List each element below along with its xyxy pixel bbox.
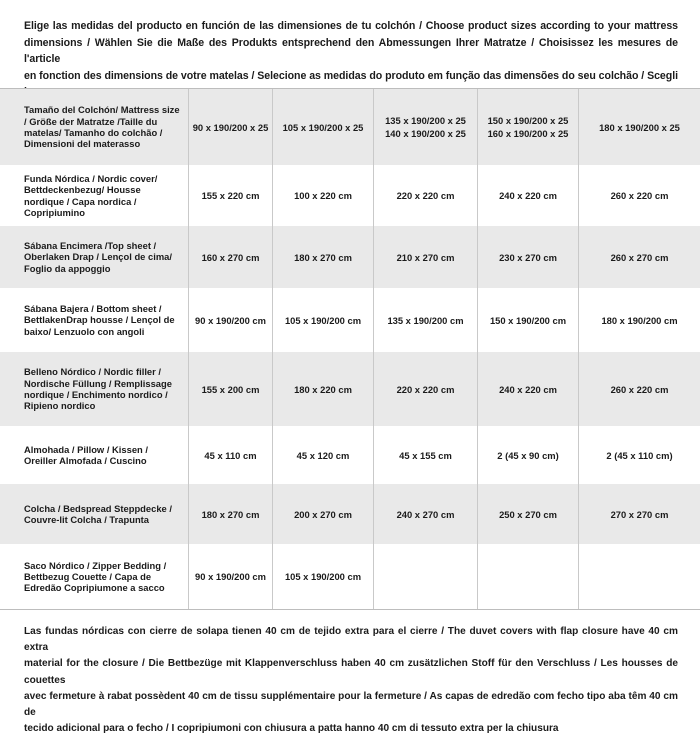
row-cell: 2 (45 x 110 cm): [578, 426, 700, 484]
row-label: Belleno Nórdico / Nordic filler / Nordis…: [24, 366, 172, 412]
row-cell: 90 x 190/200 cm: [188, 288, 272, 352]
intro-line-2: dimensions / Wählen Sie die Maße des Pro…: [24, 36, 678, 66]
row-cell: 155 x 200 cm: [188, 352, 272, 426]
row-cell: 180 x 270 cm: [188, 484, 272, 544]
row-cell: 45 x 155 cm: [373, 426, 477, 484]
row-label: Sábana Bajera / Bottom sheet / Bettlaken…: [24, 303, 175, 337]
row-cell: 180 x 270 cm: [272, 226, 373, 288]
table-row: Sábana Encimera /Top sheet / Oberlaken D…: [0, 226, 700, 288]
row-cell: 260 x 270 cm: [578, 226, 700, 288]
header-col-3: 135 x 190/200 x 25 140 x 190/200 x 25: [373, 89, 477, 165]
row-cell: 230 x 270 cm: [477, 226, 578, 288]
row-cell: 160 x 270 cm: [188, 226, 272, 288]
table-row: Colcha / Bedspread Steppdecke / Couvre-l…: [0, 484, 700, 544]
header-col-4-line-2: 160 x 190/200 x 25: [487, 128, 569, 139]
row-cell: 90 x 190/200 cm: [188, 544, 272, 609]
size-table: Tamaño del Colchón/ Mattress size / Größ…: [0, 88, 700, 610]
row-cell: 180 x 190/200 cm: [578, 288, 700, 352]
row-cell: [477, 544, 578, 609]
row-cell: 2 (45 x 90 cm): [477, 426, 578, 484]
row-cell: 105 x 190/200 cm: [272, 544, 373, 609]
row-cell: 250 x 270 cm: [477, 484, 578, 544]
row-cell: 240 x 270 cm: [373, 484, 477, 544]
row-cell: [578, 544, 700, 609]
header-col-4: 150 x 190/200 x 25 160 x 190/200 x 25: [477, 89, 578, 165]
row-cell: 155 x 220 cm: [188, 165, 272, 226]
row-cell: 200 x 270 cm: [272, 484, 373, 544]
table-row: Belleno Nórdico / Nordic filler / Nordis…: [0, 352, 700, 426]
row-cell: 150 x 190/200 cm: [477, 288, 578, 352]
table-header-row: Tamaño del Colchón/ Mattress size / Größ…: [0, 89, 700, 165]
table-row: Saco Nórdico / Zipper Bedding / Bettbezu…: [0, 544, 700, 609]
row-label: Colcha / Bedspread Steppdecke / Couvre-l…: [24, 502, 172, 525]
header-col-5: 180 x 190/200 x 25: [578, 89, 700, 165]
row-cell: 180 x 220 cm: [272, 352, 373, 426]
row-label: Saco Nórdico / Zipper Bedding / Bettbezu…: [24, 559, 167, 594]
footnote-paragraph: Las fundas nórdicas con cierre de solapa…: [24, 624, 678, 737]
header-col-3-line-2: 140 x 190/200 x 25: [385, 128, 466, 139]
row-cell: 240 x 220 cm: [477, 165, 578, 226]
intro-line-1: Elige las medidas del producto en funció…: [24, 20, 678, 32]
header-col-4-line-1: 150 x 190/200 x 25: [487, 115, 569, 126]
row-cell: 260 x 220 cm: [578, 352, 700, 426]
footnote-line-2: material for the closure / Die Bettbezüg…: [24, 658, 678, 686]
header-col-1: 90 x 190/200 x 25: [188, 89, 272, 165]
row-cell: 135 x 190/200 cm: [373, 288, 477, 352]
footnote-line-1: Las fundas nórdicas con cierre de solapa…: [24, 626, 678, 654]
row-cell: 240 x 220 cm: [477, 352, 578, 426]
header-col-2-line-1: 105 x 190/200 x 25: [282, 121, 364, 133]
row-cell: 45 x 110 cm: [188, 426, 272, 484]
header-col-2: 105 x 190/200 x 25: [272, 89, 373, 165]
row-cell: 220 x 220 cm: [373, 165, 477, 226]
row-cell: 220 x 220 cm: [373, 352, 477, 426]
row-cell: [373, 544, 477, 609]
row-cell: 105 x 190/200 cm: [272, 288, 373, 352]
product-size-chart-page: Elige las medidas del producto en funció…: [0, 18, 700, 734]
header-col-3-line-1: 135 x 190/200 x 25: [385, 115, 466, 126]
footnote-line-3: avec fermeture à rabat possèdent 40 cm d…: [24, 690, 678, 719]
row-label: Sábana Encimera /Top sheet / Oberlaken D…: [24, 240, 172, 274]
row-cell: 100 x 220 cm: [272, 165, 373, 226]
footnote-line-4: tecido adicional para o fecho / I coprip…: [24, 723, 559, 735]
row-label: Almohada / Pillow / Kissen / Oreiller Al…: [24, 443, 148, 466]
row-label: Funda Nórdica / Nordic cover/ Bettdecken…: [24, 172, 158, 218]
header-label-mattress-size: Tamaño del Colchón/ Mattress size / Größ…: [24, 104, 180, 150]
intro-paragraph: Elige las medidas del producto en funció…: [24, 18, 678, 118]
table-row: Funda Nórdica / Nordic cover/ Bettdecken…: [0, 165, 700, 226]
row-cell: 45 x 120 cm: [272, 426, 373, 484]
table-row: Sábana Bajera / Bottom sheet / Bettlaken…: [0, 288, 700, 352]
row-cell: 270 x 270 cm: [578, 484, 700, 544]
table-row: Almohada / Pillow / Kissen / Oreiller Al…: [0, 426, 700, 484]
header-col-5-line-1: 180 x 190/200 x 25: [599, 121, 680, 133]
row-cell: 210 x 270 cm: [373, 226, 477, 288]
header-col-1-line-1: 90 x 190/200 x 25: [192, 121, 269, 133]
row-cell: 260 x 220 cm: [578, 165, 700, 226]
